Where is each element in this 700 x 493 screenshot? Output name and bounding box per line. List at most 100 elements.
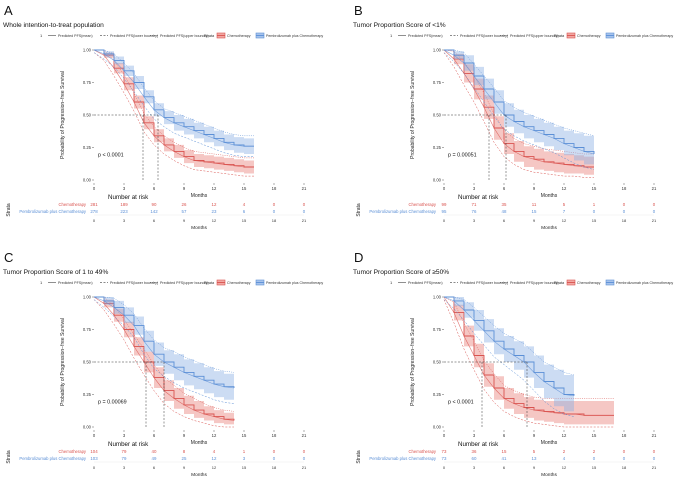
risk-count: 0 bbox=[273, 202, 276, 207]
x-axis-label: Months bbox=[541, 440, 558, 446]
y-tick-label: 0.00 bbox=[433, 178, 442, 183]
risk-count: 0 bbox=[653, 209, 656, 214]
risk-count: 0 bbox=[273, 456, 276, 461]
ci-band bbox=[444, 50, 594, 167]
risk-x-tick-label: 12 bbox=[212, 465, 217, 470]
risk-count: 73 bbox=[442, 449, 447, 454]
risk-x-tick-label: 0 bbox=[93, 465, 96, 470]
risk-count: 15 bbox=[502, 449, 507, 454]
p-value: p = 0.00051 bbox=[448, 153, 477, 159]
ci-band bbox=[444, 297, 574, 414]
legend-line-key: 1 bbox=[390, 33, 393, 38]
legend-strata-chemo: Chemotherapy bbox=[577, 34, 601, 38]
legend: 1 Predicted PFS(mean) Predicted PFS(lower … bbox=[390, 279, 673, 286]
risk-table-side-label: Strata bbox=[6, 450, 12, 464]
predicted-mean-line bbox=[93, 49, 254, 168]
legend-strata-title: Strata bbox=[554, 34, 565, 38]
risk-x-axis-label: Months bbox=[541, 472, 557, 478]
risk-count: 142 bbox=[150, 209, 158, 214]
risk-count: 49 bbox=[152, 456, 157, 461]
x-tick-label: 3 bbox=[123, 433, 126, 438]
predicted-lower-line bbox=[93, 52, 254, 157]
y-tick-label: 0.00 bbox=[433, 425, 442, 430]
risk-count: 76 bbox=[472, 209, 477, 214]
risk-row-label: Pembrolizumab plus Chemotherapy bbox=[19, 209, 86, 214]
x-tick-label: 21 bbox=[652, 433, 657, 438]
km-chart-svg: A Whole intention-to-treat population 1 Pre… bbox=[3, 3, 323, 231]
y-tick-label: 0.50 bbox=[433, 360, 442, 365]
legend-line-label: Predicted PFS(lower boundry) bbox=[460, 281, 508, 285]
risk-x-tick-label: 15 bbox=[592, 465, 597, 470]
risk-table-title: Number at risk bbox=[108, 441, 149, 448]
risk-x-tick-label: 0 bbox=[443, 465, 446, 470]
ci-band bbox=[94, 297, 234, 401]
risk-table-side-label: Strata bbox=[356, 203, 362, 217]
risk-count: 0 bbox=[303, 202, 306, 207]
chart-title: Tumor Proportion Score of 1 to 49% bbox=[3, 269, 108, 276]
risk-count: 99 bbox=[442, 202, 447, 207]
km-panel-a: A Whole intention-to-treat population 1 Pre… bbox=[0, 0, 350, 246]
risk-count: 12 bbox=[212, 456, 217, 461]
p-value: p = 0.00069 bbox=[98, 400, 127, 406]
risk-count: 35 bbox=[502, 202, 507, 207]
km-panel-b: B Tumor Proportion Score of <1% 1 Predicted… bbox=[350, 0, 700, 246]
x-tick-label: 21 bbox=[302, 186, 307, 191]
chart-title: Tumor Proportion Score of <1% bbox=[353, 22, 446, 29]
x-axis-label: Months bbox=[191, 440, 208, 446]
risk-count: 1 bbox=[593, 202, 596, 207]
legend-line-key: 1 bbox=[40, 280, 43, 285]
risk-count: 0 bbox=[653, 202, 656, 207]
risk-x-tick-label: 0 bbox=[93, 218, 96, 223]
legend-line-key: 1 bbox=[40, 33, 43, 38]
predicted-mean-line bbox=[93, 49, 254, 147]
risk-count: 2 bbox=[563, 449, 566, 454]
y-tick-label: 1.00 bbox=[83, 48, 92, 53]
risk-row-label: Pembrolizumab plus Chemotherapy bbox=[369, 209, 436, 214]
risk-x-tick-label: 3 bbox=[473, 218, 476, 223]
legend-strata-title: Strata bbox=[204, 281, 215, 285]
risk-x-tick-label: 12 bbox=[212, 218, 217, 223]
risk-x-axis-label: Months bbox=[541, 225, 557, 231]
x-tick-label: 0 bbox=[443, 186, 446, 191]
legend-line-label: Predicted PFS(upper boundry) bbox=[510, 34, 559, 38]
x-tick-label: 15 bbox=[592, 433, 597, 438]
risk-count: 15 bbox=[532, 209, 537, 214]
legend-line-label: Predicted PFS(upper boundry) bbox=[160, 281, 209, 285]
risk-count: 79 bbox=[122, 449, 127, 454]
panel-letter: C bbox=[4, 250, 13, 265]
risk-x-tick-label: 9 bbox=[183, 218, 186, 223]
legend-strata-pembro: Pembrolizumab plus Chemotherapy bbox=[616, 281, 673, 285]
risk-count: 0 bbox=[653, 449, 656, 454]
risk-count: 281 bbox=[90, 202, 98, 207]
risk-x-tick-label: 9 bbox=[183, 465, 186, 470]
ci-band bbox=[444, 297, 614, 425]
risk-x-tick-label: 0 bbox=[443, 218, 446, 223]
risk-count: 79 bbox=[122, 456, 127, 461]
risk-x-tick-label: 15 bbox=[242, 465, 247, 470]
legend-strata-title: Strata bbox=[554, 281, 565, 285]
risk-table-title: Number at risk bbox=[458, 194, 499, 201]
risk-count: 4 bbox=[213, 449, 216, 454]
risk-count: 95 bbox=[442, 209, 447, 214]
risk-x-tick-label: 21 bbox=[652, 218, 657, 223]
y-axis-label: Probability of Progression−free Survival bbox=[60, 71, 66, 159]
risk-count: 0 bbox=[303, 456, 306, 461]
risk-count: 57 bbox=[182, 209, 187, 214]
legend-strata-title: Strata bbox=[204, 34, 215, 38]
y-tick-label: 0.75 bbox=[433, 327, 442, 332]
risk-x-tick-label: 15 bbox=[592, 218, 597, 223]
p-value: p < 0.0001 bbox=[448, 400, 474, 406]
risk-x-tick-label: 6 bbox=[153, 218, 156, 223]
km-chart-svg: B Tumor Proportion Score of <1% 1 Predicted… bbox=[353, 3, 673, 231]
risk-table-title: Number at risk bbox=[108, 194, 149, 201]
x-tick-label: 21 bbox=[652, 186, 657, 191]
predicted-mean-line bbox=[443, 49, 594, 168]
risk-count: 0 bbox=[593, 209, 596, 214]
x-tick-label: 9 bbox=[183, 186, 186, 191]
x-tick-label: 15 bbox=[242, 186, 247, 191]
risk-count: 25 bbox=[182, 456, 187, 461]
risk-count: 71 bbox=[472, 202, 477, 207]
risk-x-tick-label: 15 bbox=[242, 218, 247, 223]
y-tick-label: 0.50 bbox=[433, 113, 442, 118]
predicted-upper-line bbox=[444, 296, 575, 376]
